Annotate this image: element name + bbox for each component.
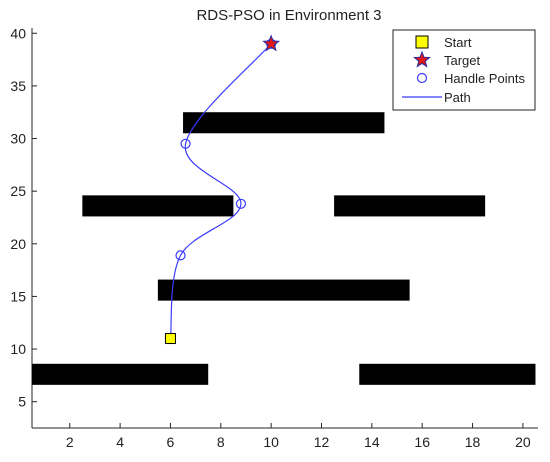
handle-point (235, 198, 247, 209)
x-tick-label: 12 (314, 434, 330, 450)
x-tick-label: 4 (116, 434, 124, 450)
y-tick-label: 10 (10, 341, 26, 357)
handle-point (175, 250, 186, 261)
obstacle-bar (334, 195, 486, 217)
legend-label: Path (444, 90, 471, 105)
y-tick-label: 35 (10, 78, 26, 94)
legend-label: Handle Points (444, 71, 525, 86)
y-tick-label: 20 (10, 236, 26, 252)
x-tick-label: 16 (414, 434, 430, 450)
legend-label: Start (444, 35, 472, 50)
x-tick-label: 6 (167, 434, 175, 450)
legend: Start Target Handle Points Path (392, 29, 536, 111)
legend-handle-marker (416, 72, 428, 84)
y-tick-label: 15 (10, 288, 26, 304)
target-marker (262, 34, 281, 52)
legend-label: Target (444, 53, 481, 68)
y-tick-label: 40 (10, 25, 26, 41)
x-tick-label: 20 (515, 434, 531, 450)
x-tick-label: 8 (217, 434, 225, 450)
x-tick-label: 10 (263, 434, 279, 450)
y-tick-label: 30 (10, 131, 26, 147)
legend-target-marker (413, 50, 431, 68)
path-line (169, 43, 272, 339)
obstacle-bar (359, 363, 536, 385)
legend-start-marker (415, 35, 429, 49)
plot-area: 2 4 6 8 10 12 14 16 18 20 5 10 15 20 25 30 35 40 (10, 25, 538, 450)
x-tick-label: 18 (465, 434, 481, 450)
y-tick-label: 5 (18, 394, 26, 410)
y-tick-label: 25 (10, 183, 26, 199)
obstacle-bar (32, 363, 209, 385)
start-marker (164, 333, 176, 345)
obstacle-bar (183, 112, 385, 134)
handle-point (180, 138, 191, 149)
chart-title: RDS-PSO in Environment 3 (196, 7, 381, 24)
obstacle-bar (157, 279, 410, 301)
x-tick-label: 14 (364, 434, 380, 450)
x-tick-label: 2 (66, 434, 74, 450)
obstacle-bar (82, 195, 234, 217)
